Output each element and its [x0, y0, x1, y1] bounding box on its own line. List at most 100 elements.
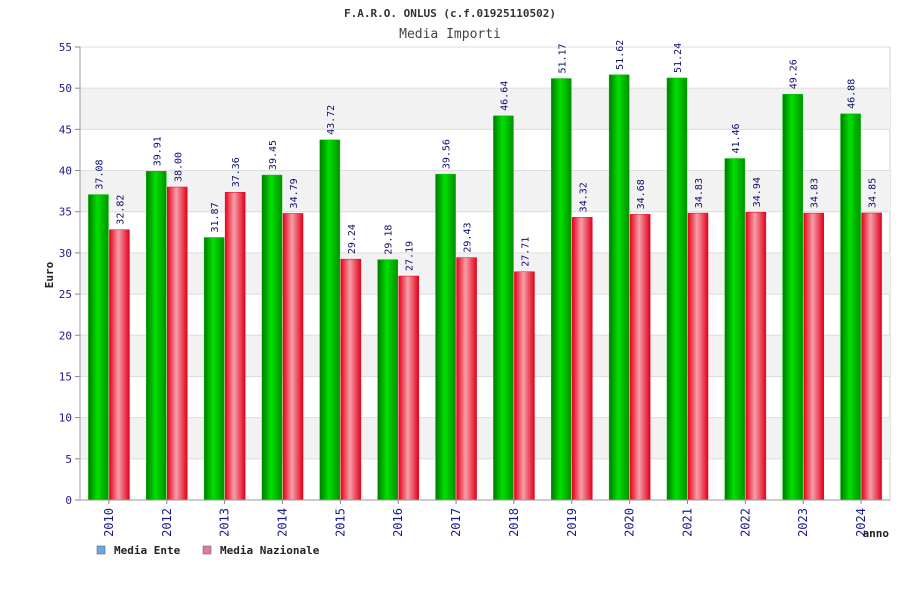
data-label-media-ente-2018: 46.64	[499, 81, 510, 111]
bar-media-nazionale-2018	[514, 271, 535, 501]
x-tick-label-2018: 2018	[507, 508, 521, 537]
data-label-media-nazionale-2010: 32.82	[115, 195, 126, 225]
x-tick-label-2013: 2013	[218, 508, 232, 537]
x-tick-label-2019: 2019	[565, 508, 579, 537]
bar-media-ente-2012	[146, 171, 167, 501]
y-axis-label: Euro	[43, 261, 56, 288]
bar-media-nazionale-2014	[282, 213, 304, 501]
x-tick-label-2010: 2010	[102, 508, 116, 537]
bar-media-nazionale-2012	[167, 186, 188, 501]
data-label-media-ente-2016: 29.18	[384, 225, 395, 255]
grid	[79, 46, 891, 501]
grid-band	[80, 88, 890, 130]
data-label-media-nazionale-2013: 37.36	[231, 157, 242, 187]
data-label-media-nazionale-2023: 34.83	[810, 178, 821, 208]
legend: Media Ente Media Nazionale	[96, 544, 320, 557]
bar-media-nazionale-2015	[340, 258, 362, 501]
y-tick-label: 30	[59, 247, 72, 260]
y-tick-label: 50	[59, 82, 72, 95]
x-tick-label-2022: 2022	[738, 508, 752, 537]
data-label-media-ente-2015: 43.72	[326, 105, 337, 135]
legend-label-media-ente: Media Ente	[114, 544, 181, 557]
data-label-media-nazionale-2017: 29.43	[463, 222, 474, 252]
bar-media-nazionale-2010	[109, 229, 130, 501]
data-label-media-ente-2019: 51.17	[557, 43, 568, 73]
x-tick-label-2020: 2020	[623, 508, 637, 537]
grid-band	[80, 417, 890, 459]
y-tick-label: 0	[65, 494, 72, 507]
bar-media-ente-2021	[666, 77, 688, 501]
x-tick-label-2017: 2017	[449, 508, 463, 537]
bar-media-ente-2020	[608, 74, 630, 501]
bar-media-ente-2019	[551, 78, 572, 501]
data-label-media-nazionale-2021: 34.83	[694, 178, 705, 208]
legend-swatch-media-nazionale	[202, 545, 212, 555]
data-label-media-ente-2022: 41.46	[731, 123, 742, 153]
x-tick-label-2012: 2012	[160, 508, 174, 537]
bar-media-nazionale-2023	[803, 212, 824, 501]
grid-band	[80, 335, 890, 377]
y-tick-label: 40	[59, 165, 72, 178]
y-tick-label: 15	[59, 370, 72, 383]
data-label-media-ente-2017: 39.56	[442, 139, 453, 169]
bar-media-ente-2016	[377, 259, 398, 501]
y-tick-label: 5	[65, 453, 72, 466]
data-label-media-ente-2023: 49.26	[789, 59, 800, 89]
data-label-media-nazionale-2016: 27.19	[405, 241, 416, 271]
bar-media-nazionale-2019	[572, 217, 593, 501]
data-label-media-ente-2020: 51.62	[615, 40, 626, 70]
bar-media-nazionale-2022	[745, 211, 767, 501]
y-tick-label: 25	[59, 288, 72, 301]
bar-media-nazionale-2016	[398, 275, 419, 501]
y-tick-label: 35	[59, 206, 72, 219]
data-label-media-nazionale-2019: 34.32	[578, 182, 589, 212]
axes: 0 5 10 15 20 25 30 35 40 45 50 55 2010 2012 2013 2014 20…	[59, 41, 890, 537]
data-label-media-ente-2013: 31.87	[210, 202, 221, 232]
y-tick-label: 45	[59, 123, 72, 136]
data-label-media-nazionale-2015: 29.24	[347, 224, 358, 254]
data-label-media-ente-2010: 37.08	[94, 159, 105, 189]
bar-media-ente-2022	[724, 158, 746, 501]
x-tick-label-2014: 2014	[276, 508, 290, 537]
chart-subtitle: Media Importi	[399, 27, 501, 42]
chart-title: F.A.R.O. ONLUS (c.f.01925110502)	[344, 7, 556, 20]
bar-media-ente-2024	[840, 113, 861, 501]
bar-media-ente-2010	[88, 194, 109, 501]
data-label-media-nazionale-2020: 34.68	[636, 179, 647, 209]
bar-media-ente-2018	[493, 115, 514, 501]
data-label-media-nazionale-2014: 34.79	[289, 178, 300, 208]
bar-media-nazionale-2017	[456, 257, 477, 501]
x-tick-label-2015: 2015	[333, 508, 347, 537]
y-tick-label: 20	[59, 329, 72, 342]
data-label-media-nazionale-2024: 34.85	[868, 178, 879, 208]
x-tick-label-2024: 2024	[854, 508, 868, 537]
data-label-media-ente-2024: 46.88	[847, 79, 858, 109]
bar-media-ente-2017	[435, 173, 456, 501]
x-tick-label-2016: 2016	[391, 508, 405, 537]
data-label-media-nazionale-2018: 27.71	[520, 237, 531, 267]
bar-media-ente-2023	[782, 94, 803, 501]
y-tick-label: 10	[59, 412, 72, 425]
y-tick-label: 55	[59, 41, 72, 54]
x-tick-label-2023: 2023	[796, 508, 810, 537]
data-label-media-ente-2021: 51.24	[673, 43, 684, 73]
bar-media-nazionale-2013	[224, 192, 246, 501]
x-axis-label: anno	[863, 527, 890, 540]
x-tick-label-2021: 2021	[681, 508, 695, 537]
data-label-media-ente-2014: 39.45	[268, 140, 279, 170]
bar-media-ente-2014	[261, 174, 283, 501]
data-label-media-nazionale-2012: 38.00	[173, 152, 184, 182]
grid-band	[80, 252, 890, 295]
legend-label-media-nazionale: Media Nazionale	[220, 544, 320, 557]
bar-media-nazionale-2021	[687, 212, 709, 501]
bar-media-ente-2015	[319, 139, 341, 501]
legend-swatch-media-ente	[96, 545, 106, 555]
bars: 37.08 32.82 39.91 38.00 31.87 37.36 39.45 34.79…	[88, 40, 882, 501]
bar-media-nazionale-2020	[629, 214, 651, 501]
data-label-media-ente-2012: 39.91	[152, 136, 163, 166]
grid-band	[80, 170, 890, 212]
bar-media-nazionale-2024	[861, 212, 882, 501]
data-label-media-nazionale-2022: 34.94	[752, 177, 763, 207]
